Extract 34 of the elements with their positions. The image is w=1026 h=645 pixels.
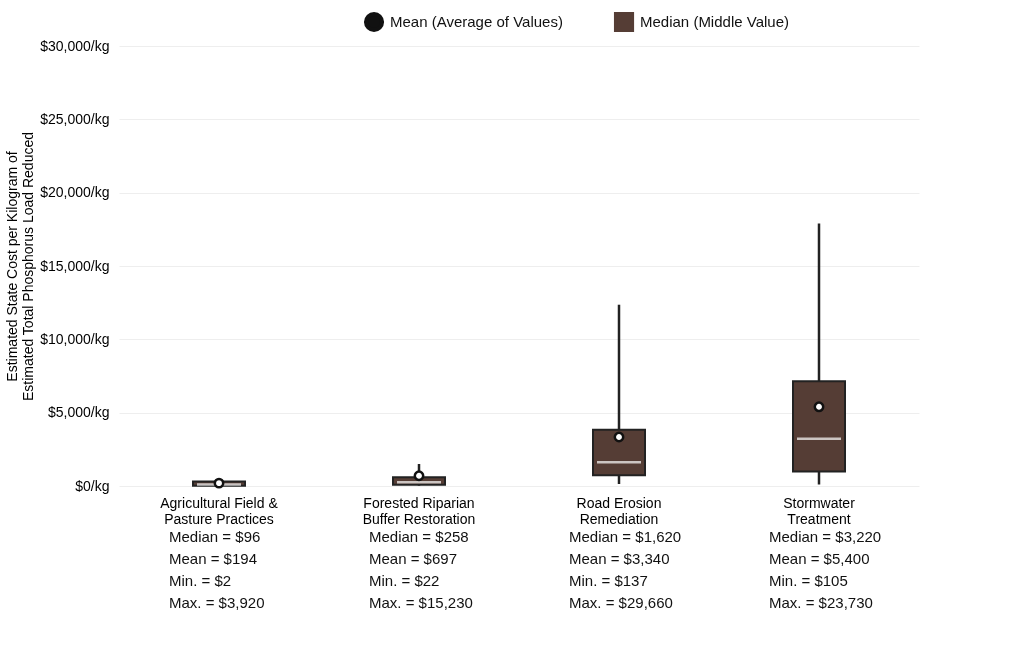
y-tick-label: $25,000/kg [40,110,110,127]
text: Mean = $3,340 [569,550,670,567]
text: Mean = $194 [169,550,257,567]
legend-label: Median (Middle Value) [640,13,789,30]
text: Median = $1,620 [569,528,682,545]
x-tick-label: Stormwater Treatment [783,494,856,527]
text: Mean = $5,400 [769,550,870,567]
y-tick-label: $15,000/kg [40,257,110,274]
x-tick-label: Forested Riparian Buffer Restoration [362,494,476,527]
text: Median = $96 [169,528,261,545]
point [413,470,425,482]
y-tick-label: $20,000/kg [40,184,110,201]
y-tick-label: $5,000/kg [48,404,110,421]
point [813,401,825,413]
text: Max. = $29,660 [569,594,673,611]
legend-label: Mean (Average of Values) [390,13,563,30]
text: Mean = $697 [369,550,457,567]
text: Max. = $3,920 [169,594,265,611]
x-tick-label: Agricultural Field & Pasture Practices [160,494,279,527]
y-tick-label: $0/kg [75,477,110,494]
y-tick-label: $10,000/kg [40,330,110,347]
text: Min. = $137 [569,572,648,589]
x-tick-label: Road Erosion Remediation [576,494,662,527]
y-axis-title: Estimated State Cost per Kilogram of Estimated Total Phosphorus Load Reduced [4,131,37,402]
y-tick-label: $30,000/kg [40,37,110,54]
point [213,477,225,489]
text: Median = $3,220 [769,528,882,545]
text: Min. = $22 [369,572,440,589]
text: Max. = $23,730 [769,594,873,611]
text: Median = $258 [369,528,469,545]
text: Min. = $105 [769,572,848,589]
text: Min. = $2 [169,572,232,589]
text: Max. = $15,230 [369,594,473,611]
point [613,431,625,443]
